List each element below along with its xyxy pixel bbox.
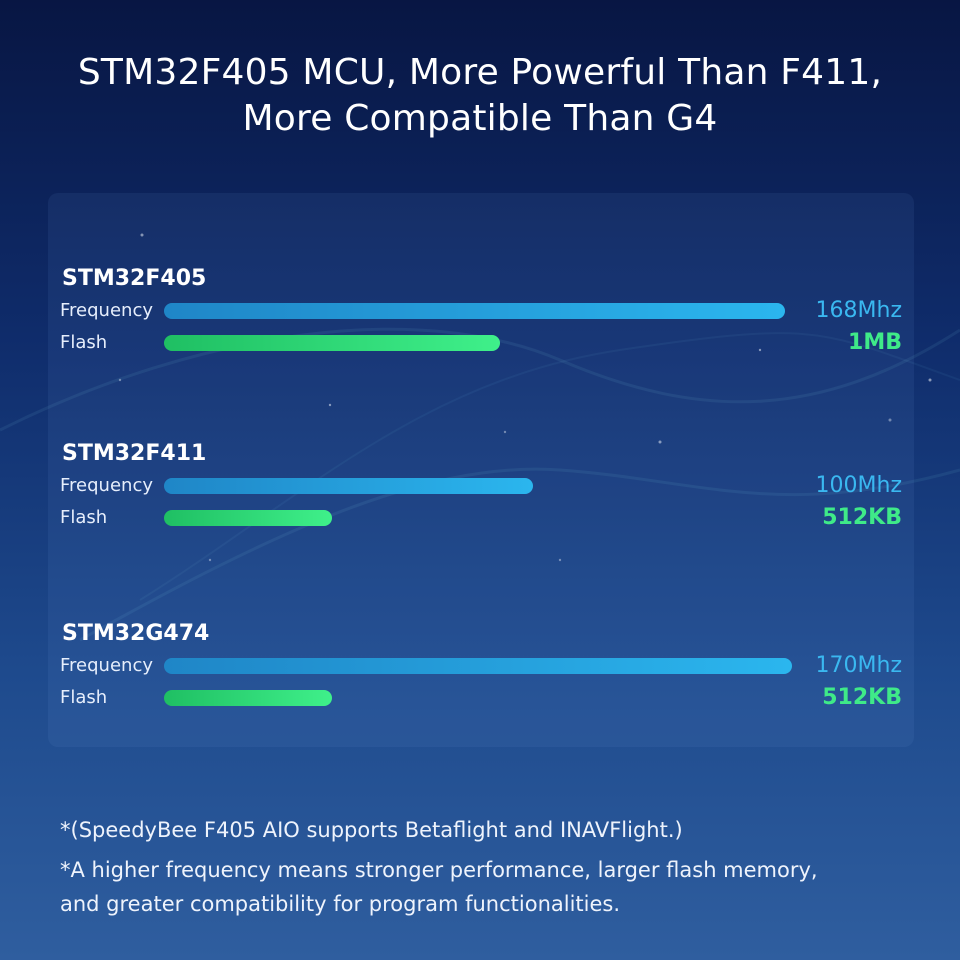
frequency-label: Frequency [60, 300, 153, 321]
footnote-support: *(SpeedyBee F405 AIO supports Betaflight… [60, 818, 683, 842]
footnote-frequency-line-1: *A higher frequency means stronger perfo… [60, 858, 818, 882]
flash-label: Flash [60, 332, 108, 353]
frequency-row: Frequency 170Mhz [48, 652, 914, 680]
flash-bar [164, 335, 500, 351]
page-title: STM32F405 MCU, More Powerful Than F411, … [0, 50, 960, 142]
frequency-bar [164, 478, 533, 494]
flash-row: Flash 1MB [48, 329, 914, 357]
frequency-value: 100Mhz [815, 473, 902, 498]
chart-group-stm32g474: STM32G474 Frequency 170Mhz Flash 512KB [48, 620, 914, 730]
flash-row: Flash 512KB [48, 504, 914, 532]
title-line-1: STM32F405 MCU, More Powerful Than F411, [77, 52, 883, 93]
frequency-label: Frequency [60, 475, 153, 496]
chart-group-stm32f405: STM32F405 Frequency 168Mhz Flash 1MB [48, 265, 914, 375]
flash-value: 512KB [822, 685, 902, 710]
flash-value: 512KB [822, 505, 902, 530]
frequency-value: 170Mhz [815, 653, 902, 678]
flash-value: 1MB [848, 330, 902, 355]
frequency-label: Frequency [60, 655, 153, 676]
flash-label: Flash [60, 687, 108, 708]
chart-group-stm32f411: STM32F411 Frequency 100Mhz Flash 512KB [48, 440, 914, 550]
flash-bar [164, 690, 332, 706]
comparison-chart: STM32F405 Frequency 168Mhz Flash 1MB STM… [48, 193, 914, 747]
group-name: STM32G474 [62, 621, 210, 646]
footnote-frequency-line-2: and greater compatibility for program fu… [60, 892, 621, 916]
flash-row: Flash 512KB [48, 684, 914, 712]
flash-bar [164, 510, 332, 526]
group-name: STM32F405 [62, 266, 207, 291]
frequency-bar [164, 658, 792, 674]
frequency-bar [164, 303, 785, 319]
title-line-2: More Compatible Than G4 [242, 98, 718, 139]
frequency-row: Frequency 100Mhz [48, 472, 914, 500]
flash-label: Flash [60, 507, 108, 528]
frequency-row: Frequency 168Mhz [48, 297, 914, 325]
frequency-value: 168Mhz [815, 298, 902, 323]
group-name: STM32F411 [62, 441, 207, 466]
